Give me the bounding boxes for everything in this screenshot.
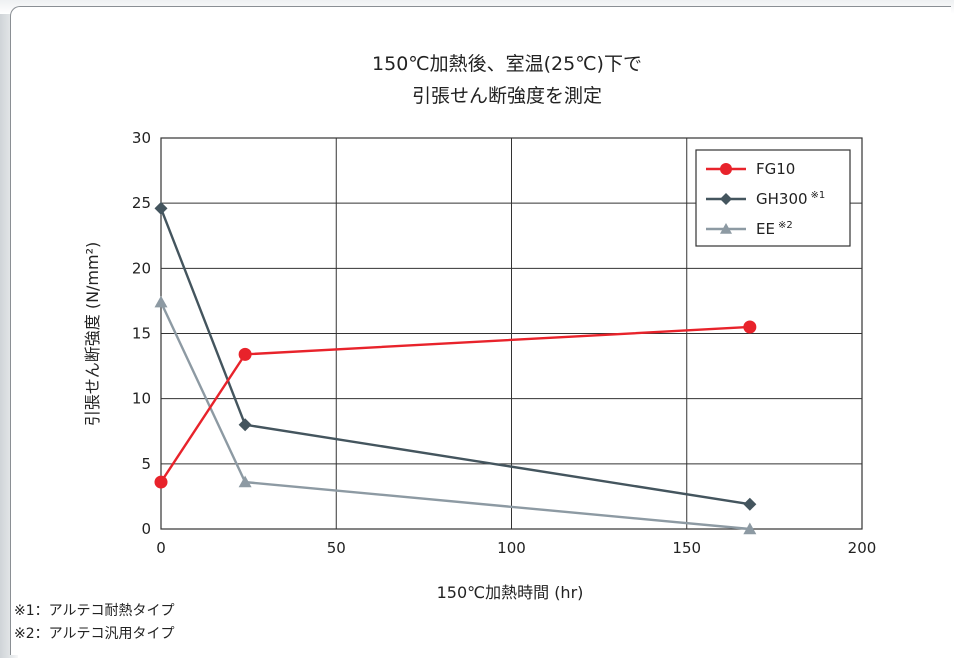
y-axis-label: 引張せん断強度 (N/mm²) [83, 242, 102, 427]
data-point-gh300 [743, 497, 757, 511]
data-point-gh300 [238, 418, 252, 432]
axes: 0 5 10 15 20 25 30 0 50 100 150 200 [132, 129, 876, 557]
plot-series [154, 201, 757, 535]
y-tick-label: 15 [132, 325, 151, 343]
series-line-ee [159, 301, 750, 531]
y-tick-label: 30 [132, 129, 151, 147]
y-tick-label: 10 [132, 390, 151, 408]
x-tick-label: 200 [848, 539, 877, 557]
x-tick-label: 150 [672, 539, 701, 557]
x-tick-label: 100 [497, 539, 526, 557]
data-point-gh300 [154, 201, 168, 215]
legend-note-gh300: ※1 [811, 190, 826, 201]
x-tick-label: 50 [327, 539, 346, 557]
chart-title-line-1: 150℃加熱後、室温(25℃)下で [372, 53, 642, 75]
legend-marker-gh300 [720, 193, 732, 205]
plot-frame [160, 137, 863, 530]
y-tick-label: 5 [141, 455, 151, 473]
chart-panel [10, 6, 951, 655]
data-point-ee [743, 522, 757, 535]
chart-title-line-2: 引張せん断強度を測定 [412, 85, 602, 107]
data-point-ee [238, 475, 252, 488]
footnote-2: ※2：アルテコ汎用タイプ [14, 626, 175, 642]
legend-note-ee: ※2 [778, 220, 793, 231]
data-point-fg10 [743, 320, 757, 334]
footnote-1: ※1：アルテコ耐熱タイプ [14, 603, 175, 619]
data-point-fg10 [154, 475, 168, 489]
x-tick-label: 0 [156, 539, 166, 557]
legend-label-gh300: GH300 [756, 190, 808, 208]
legend: FG10 GH300 ※1 EE ※2 [695, 149, 851, 247]
y-tick-label: 25 [132, 194, 151, 212]
x-axis-label: 150℃加熱時間 (hr) [437, 583, 584, 602]
legend-label-fg10: FG10 [756, 160, 795, 178]
y-tick-label: 20 [132, 259, 151, 277]
legend-marker-fg10 [720, 163, 732, 175]
data-point-fg10 [238, 347, 252, 361]
y-tick-label: 0 [141, 520, 151, 538]
data-point-ee [154, 295, 168, 308]
legend-marker-ee [720, 223, 732, 234]
legend-label-ee: EE [756, 220, 775, 238]
